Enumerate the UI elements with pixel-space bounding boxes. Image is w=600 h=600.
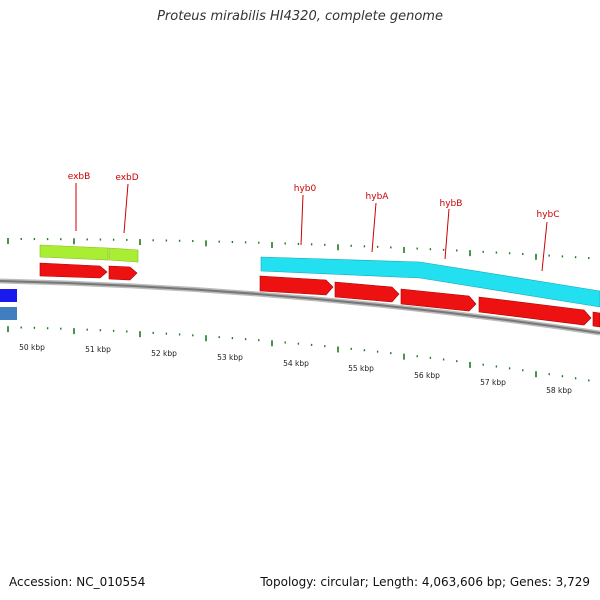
map-title: Proteus mirabilis HI4320, complete genom… <box>157 9 443 24</box>
left-steel-feature[interactable] <box>0 307 17 320</box>
gene-label-hyb0: hyb0 <box>294 184 317 194</box>
exbD-leader <box>123 183 129 234</box>
kbp-label-53: 53 kbp <box>217 353 243 362</box>
left-blue-feature[interactable] <box>0 289 17 302</box>
exbD-cds-arrow[interactable] <box>108 265 138 281</box>
hybB-leader <box>444 208 450 260</box>
gene-label-exbD: exbD <box>115 173 138 183</box>
hybC-cds-arrow[interactable] <box>478 296 592 326</box>
inner-tick-marks <box>7 326 590 382</box>
hybA-cds-arrow[interactable] <box>334 281 400 303</box>
hyb-feature[interactable] <box>260 256 600 308</box>
kbp-label-52: 52 kbp <box>151 349 177 358</box>
exbB-feature[interactable] <box>39 244 109 261</box>
hybB-cds-arrow[interactable] <box>400 288 477 312</box>
kbp-label-58: 58 kbp <box>546 386 572 395</box>
next-cds-arrow[interactable] <box>592 311 600 328</box>
outer-tick-marks <box>7 238 590 260</box>
exbD-feature[interactable] <box>108 247 139 263</box>
genome-stats-text: Topology: circular; Length: 4,063,606 bp… <box>260 575 590 589</box>
gene-label-hybC: hybC <box>536 210 559 220</box>
gene-label-hybB: hybB <box>440 199 463 209</box>
kbp-label-50: 50 kbp <box>19 343 45 352</box>
hyb0-leader <box>300 194 304 246</box>
kbp-label-54: 54 kbp <box>283 359 309 368</box>
kbp-label-56: 56 kbp <box>414 371 440 380</box>
kbp-label-55: 55 kbp <box>348 364 374 373</box>
kbp-label-57: 57 kbp <box>480 378 506 387</box>
genome-backbone-line <box>0 280 600 334</box>
hyb0-cds-arrow[interactable] <box>259 275 334 296</box>
hybA-leader <box>371 202 377 253</box>
gene-label-exbB: exbB <box>68 172 91 182</box>
gene-label-hybA: hybA <box>366 192 390 202</box>
accession-text: Accession: NC_010554 <box>9 575 146 589</box>
hybC-leader <box>541 221 548 272</box>
exbB-cds-arrow[interactable] <box>39 262 108 279</box>
kbp-label-51: 51 kbp <box>85 345 111 354</box>
